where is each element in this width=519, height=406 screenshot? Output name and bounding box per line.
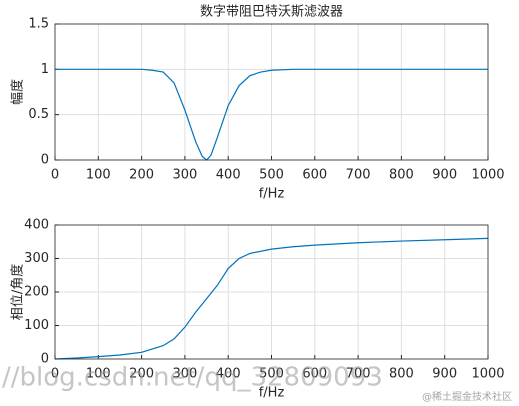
axes-box — [54, 23, 489, 161]
x-tick-label: 900 — [432, 168, 457, 183]
x-tick-label: 100 — [86, 367, 111, 382]
x-tick-label: 600 — [302, 367, 327, 382]
x-tick-label: 0 — [51, 367, 59, 382]
y-axis-label: 幅度 — [10, 79, 26, 105]
y-tick-label: 200 — [24, 285, 49, 300]
x-tick-label: 800 — [389, 168, 414, 183]
y-tick-label: 400 — [24, 218, 49, 233]
x-tick-label: 700 — [346, 367, 371, 382]
x-tick-label: 0 — [51, 168, 59, 183]
x-tick-label: 500 — [259, 367, 284, 382]
x-tick-label: 400 — [216, 168, 241, 183]
x-tick-label: 600 — [302, 168, 327, 183]
x-tick-label: 500 — [259, 168, 284, 183]
x-tick-label: 200 — [129, 168, 154, 183]
chart-title: 数字带阻巴特沃斯滤波器 — [200, 5, 343, 20]
data-line — [55, 68, 488, 161]
x-axis-label: f/Hz — [259, 187, 285, 202]
x-tick-label: 200 — [129, 367, 154, 382]
y-axis-label: 相位/角度 — [10, 264, 26, 320]
y-tick-label: 300 — [24, 251, 49, 266]
y-tick-label: 0 — [41, 153, 49, 168]
x-tick-label: 800 — [389, 367, 414, 382]
x-tick-label: 300 — [172, 168, 197, 183]
x-tick-label: 400 — [216, 367, 241, 382]
x-tick-label: 1000 — [471, 367, 504, 382]
watermark: @稀土掘金技术社区 — [422, 390, 512, 403]
x-tick-label: 700 — [346, 168, 371, 183]
x-tick-label: 300 — [172, 367, 197, 382]
y-tick-label: 0 — [41, 352, 49, 367]
y-tick-label: 100 — [24, 318, 49, 333]
watermark: //blog.csdn.net/qq_32809093 — [2, 363, 383, 393]
x-tick-label: 1000 — [471, 168, 504, 183]
data-line — [54, 237, 489, 360]
y-tick-label: 1 — [41, 62, 49, 77]
y-tick-label: 0.5 — [28, 107, 49, 122]
x-axis-label: f/Hz — [259, 386, 285, 401]
x-tick-label: 900 — [432, 367, 457, 382]
x-tick-label: 100 — [86, 168, 111, 183]
axes-box — [54, 224, 489, 360]
y-tick-label: 1.5 — [28, 17, 49, 32]
